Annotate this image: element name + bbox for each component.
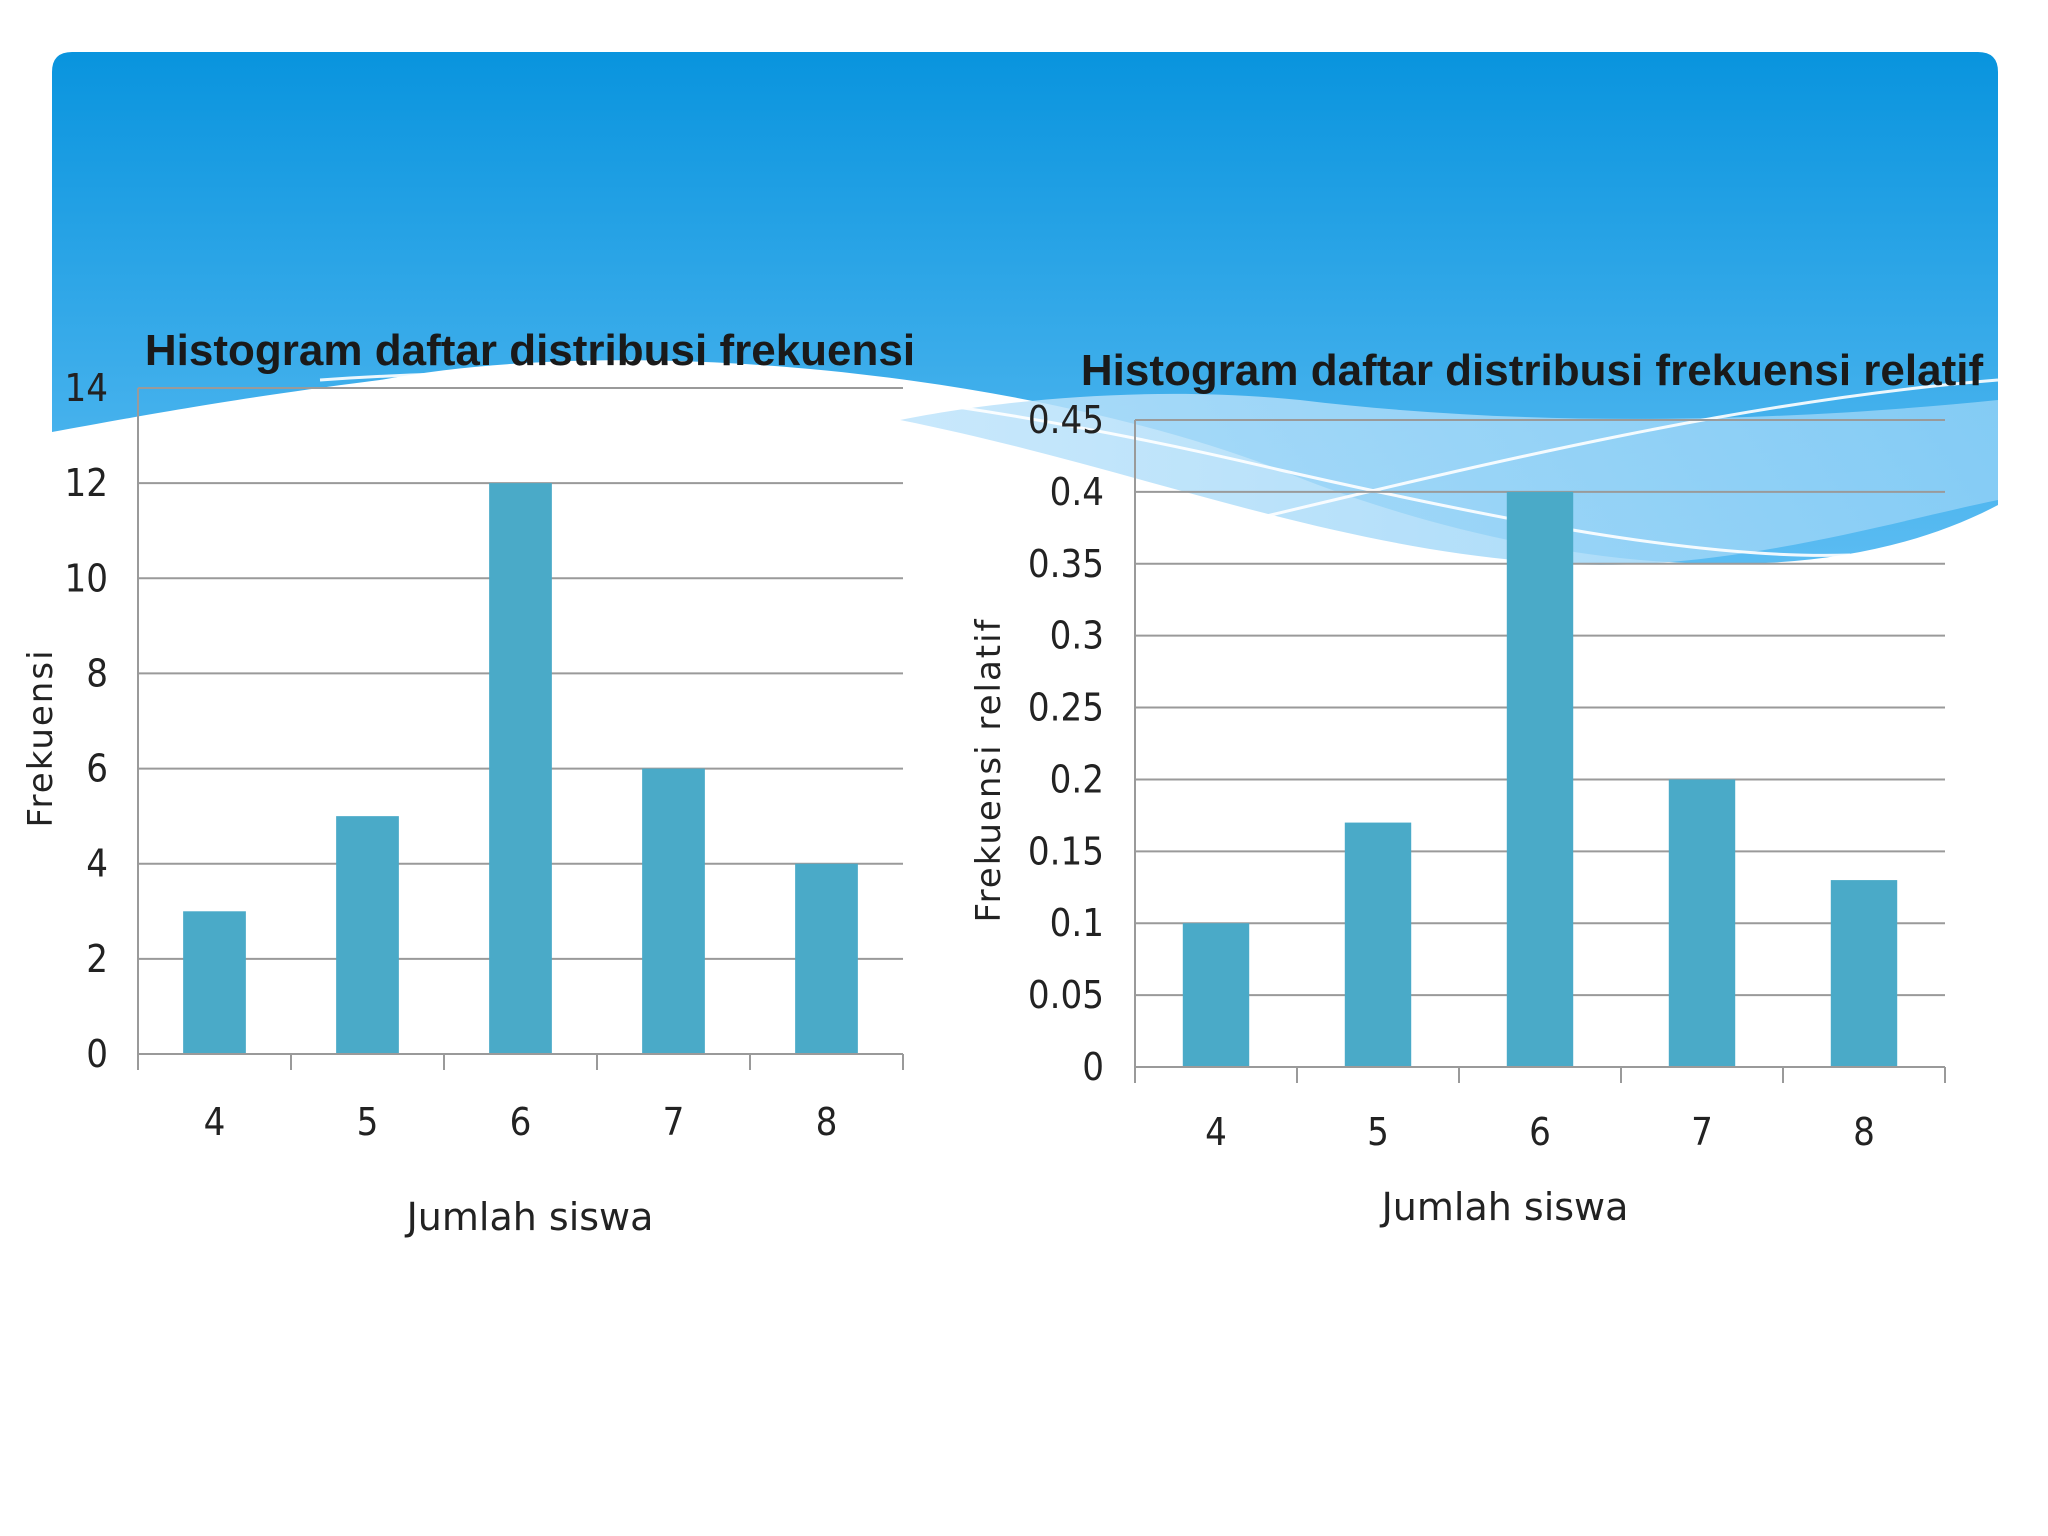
- bar-8: [1830, 880, 1898, 1067]
- bars: [183, 483, 858, 1055]
- y-tick-label: 0: [1082, 1045, 1104, 1089]
- header-wave-line-2: [1249, 378, 1999, 522]
- y-tick-label: 10: [65, 556, 109, 600]
- y-tick-label: 0.35: [1028, 542, 1104, 586]
- y-tick-label: 4: [86, 842, 108, 886]
- x-tick-label: 8: [816, 1100, 838, 1144]
- y-tick-label: 12: [65, 461, 109, 505]
- y-tick-labels: 0 0.05 0.1 0.15 0.2 0.25 0.3 0.35 0.4 0.45: [1028, 398, 1104, 1089]
- y-tick-label: 0.3: [1050, 614, 1104, 658]
- x-tick-label: 4: [1205, 1110, 1227, 1154]
- x-tick-label: 7: [1691, 1110, 1713, 1154]
- x-tick-labels: 4 5 6 7 8: [204, 1100, 838, 1144]
- x-tick-label: 5: [1367, 1110, 1389, 1154]
- x-tick-label: 6: [510, 1100, 532, 1144]
- y-tick-label: 0.1: [1050, 901, 1104, 945]
- bar-8: [795, 863, 858, 1054]
- bar-7: [642, 768, 705, 1054]
- x-axis-title: Jumlah siswa: [405, 1195, 654, 1239]
- chart-title: Histogram daftar distribusi frekuensi: [145, 326, 915, 375]
- y-tick-label: 0.15: [1028, 829, 1104, 873]
- y-tick-label: 0.4: [1050, 470, 1104, 514]
- axes: [137, 388, 904, 1070]
- y-tick-label: 0.45: [1028, 398, 1104, 442]
- bar-4: [1182, 923, 1250, 1067]
- header-wave: [900, 393, 1998, 565]
- bars: [1182, 491, 1898, 1067]
- x-tick-labels: 4 5 6 7 8: [1205, 1110, 1875, 1154]
- y-tick-labels: 0 2 4 6 8 10 12 14: [65, 366, 109, 1076]
- bar-4: [183, 911, 246, 1054]
- x-tick-label: 7: [663, 1100, 685, 1144]
- chart-title: Histogram daftar distribusi frekuensi re…: [1081, 346, 1984, 395]
- bar-7: [1668, 779, 1736, 1067]
- axes: [1134, 420, 1946, 1083]
- bar-6: [1506, 491, 1574, 1067]
- y-tick-label: 8: [86, 651, 108, 695]
- x-axis-title: Jumlah siswa: [1380, 1185, 1629, 1229]
- header-wave-line: [319, 371, 1851, 557]
- bar-6: [489, 483, 552, 1055]
- x-tick-label: 8: [1853, 1110, 1875, 1154]
- bar-5: [1344, 822, 1412, 1067]
- bar-5: [336, 816, 399, 1054]
- y-tick-label: 2: [86, 937, 108, 981]
- y-tick-label: 14: [65, 366, 109, 410]
- y-tick-label: 0.2: [1050, 757, 1104, 801]
- y-tick-label: 0.25: [1028, 686, 1104, 730]
- y-tick-label: 0: [86, 1032, 108, 1076]
- x-tick-label: 6: [1529, 1110, 1551, 1154]
- y-tick-label: 0.05: [1028, 973, 1104, 1017]
- y-tick-label: 6: [86, 747, 108, 791]
- y-axis-title: Frekuensi: [21, 648, 61, 827]
- y-axis-title: Frekuensi relatif: [969, 617, 1009, 922]
- x-tick-label: 5: [357, 1100, 379, 1144]
- x-tick-label: 4: [204, 1100, 226, 1144]
